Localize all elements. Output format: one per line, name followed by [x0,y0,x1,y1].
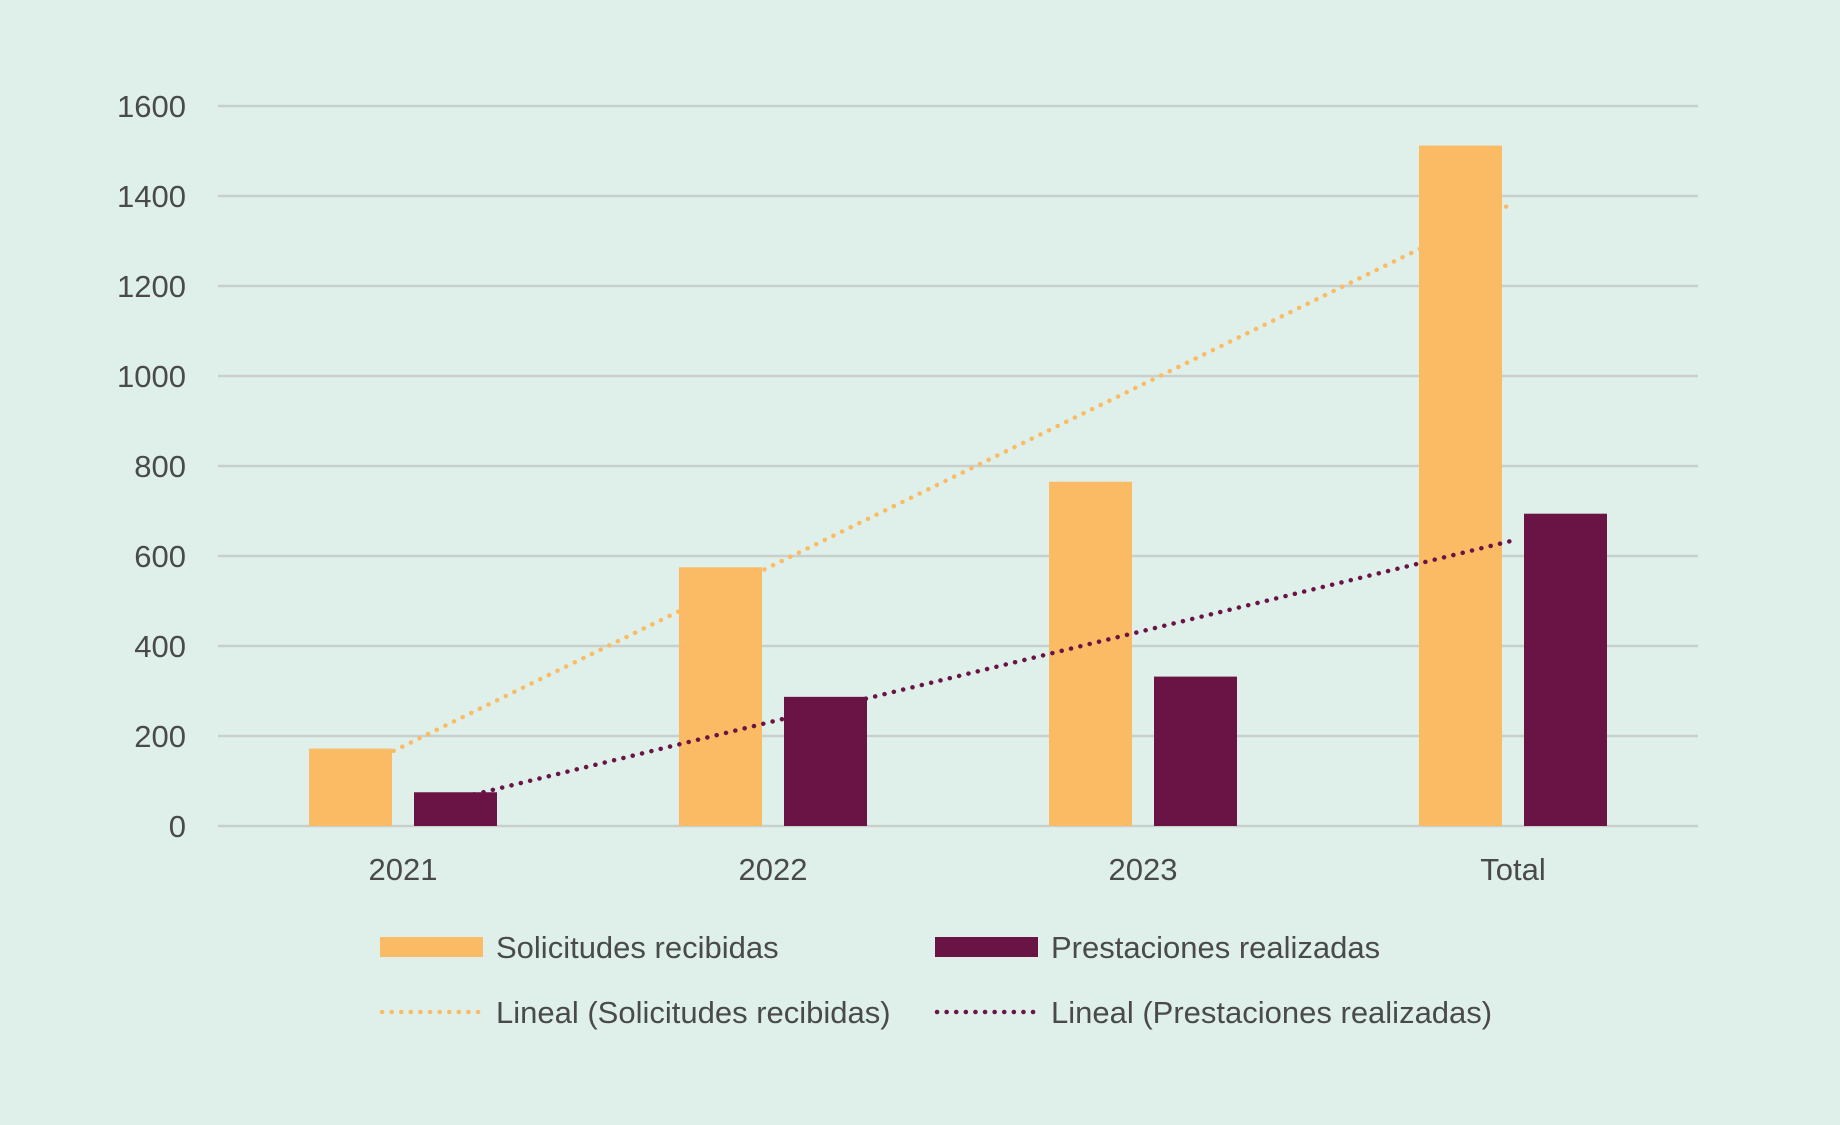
x-category-label: 2023 [1109,852,1178,887]
y-tick-label: 1400 [117,179,186,214]
legend-label: Lineal (Prestaciones realizadas) [1051,995,1492,1030]
bars [309,145,1607,827]
y-tick-label: 0 [169,809,186,844]
y-tick-label: 400 [134,629,186,664]
y-tick-label: 600 [134,539,186,574]
legend-label: Lineal (Solicitudes recibidas) [496,995,891,1030]
x-category-label: 2022 [739,852,808,887]
bar-solicitudes-recibidas-2021 [309,748,392,826]
bar-prestaciones-realizadas-total [1524,513,1607,826]
x-category-label: Total [1480,852,1545,887]
legend-swatch-0 [380,937,483,957]
y-axis-tick-labels: 0 200 400 600 800 1000 1200 1400 1600 [117,89,186,844]
bar-solicitudes-recibidas-total [1419,145,1502,827]
bar-prestaciones-realizadas-2023 [1154,676,1237,826]
trendline-solicitudes [348,200,1517,775]
legend-label: Solicitudes recibidas [496,930,779,965]
bar-solicitudes-recibidas-2023 [1049,481,1132,826]
y-tick-label: 1200 [117,269,186,304]
legend: Solicitudes recibidas Prestaciones realiz… [379,930,1492,1030]
y-tick-label: 800 [134,449,186,484]
gridlines [218,104,1698,828]
y-tick-label: 1600 [117,89,186,124]
x-axis-category-labels: 2021 2022 2023 Total [369,852,1546,887]
trendlines [348,200,1517,802]
y-tick-label: 200 [134,719,186,754]
trendline-prestaciones [453,538,1517,802]
y-tick-label: 1000 [117,359,186,394]
legend-swatch-1 [935,937,1038,957]
bar-solicitudes-recibidas-2022 [679,567,762,826]
x-category-label: 2021 [369,852,438,887]
legend-label: Prestaciones realizadas [1051,930,1380,965]
bar-prestaciones-realizadas-2022 [784,696,867,826]
